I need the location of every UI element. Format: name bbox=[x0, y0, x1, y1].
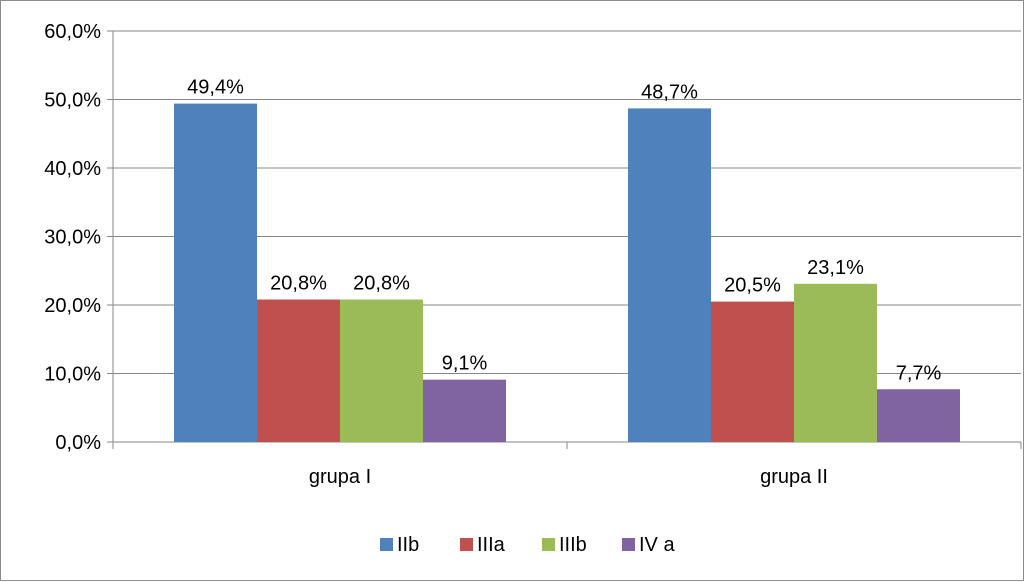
y-tick-label: 30,0% bbox=[44, 227, 101, 249]
y-tick-label: 50,0% bbox=[44, 90, 101, 112]
y-tick-label: 0,0% bbox=[55, 432, 101, 454]
data-label: 23,1% bbox=[807, 257, 864, 279]
data-label: 20,8% bbox=[270, 273, 327, 295]
y-tick-label: 20,0% bbox=[44, 295, 101, 317]
bar bbox=[257, 299, 340, 442]
bar bbox=[711, 301, 794, 442]
legend-entry: IIIa bbox=[477, 534, 506, 556]
bar bbox=[628, 108, 711, 442]
legend-swatch bbox=[542, 538, 555, 551]
legend-entry: IIIb bbox=[559, 534, 587, 556]
bar bbox=[174, 103, 257, 443]
data-label: 20,8% bbox=[353, 273, 410, 295]
bar bbox=[794, 283, 877, 442]
data-label: 9,1% bbox=[442, 353, 488, 375]
bar bbox=[423, 379, 506, 442]
x-category-label: grupa I bbox=[309, 466, 371, 488]
data-label: 20,5% bbox=[724, 275, 781, 297]
legend-entry: IV a bbox=[639, 534, 675, 556]
legend-swatch bbox=[622, 538, 635, 551]
legend-swatch bbox=[460, 538, 473, 551]
legend-entry: IIb bbox=[397, 534, 419, 556]
y-tick-label: 40,0% bbox=[44, 158, 101, 180]
data-label: 7,7% bbox=[896, 362, 942, 384]
legend-swatch bbox=[380, 538, 393, 551]
bar bbox=[340, 299, 423, 442]
data-label: 49,4% bbox=[187, 77, 244, 99]
y-tick-label: 10,0% bbox=[44, 364, 101, 386]
data-label: 48,7% bbox=[641, 81, 698, 103]
bar bbox=[877, 389, 960, 442]
y-tick-label: 60,0% bbox=[44, 21, 101, 43]
x-category-label: grupa II bbox=[760, 466, 828, 488]
